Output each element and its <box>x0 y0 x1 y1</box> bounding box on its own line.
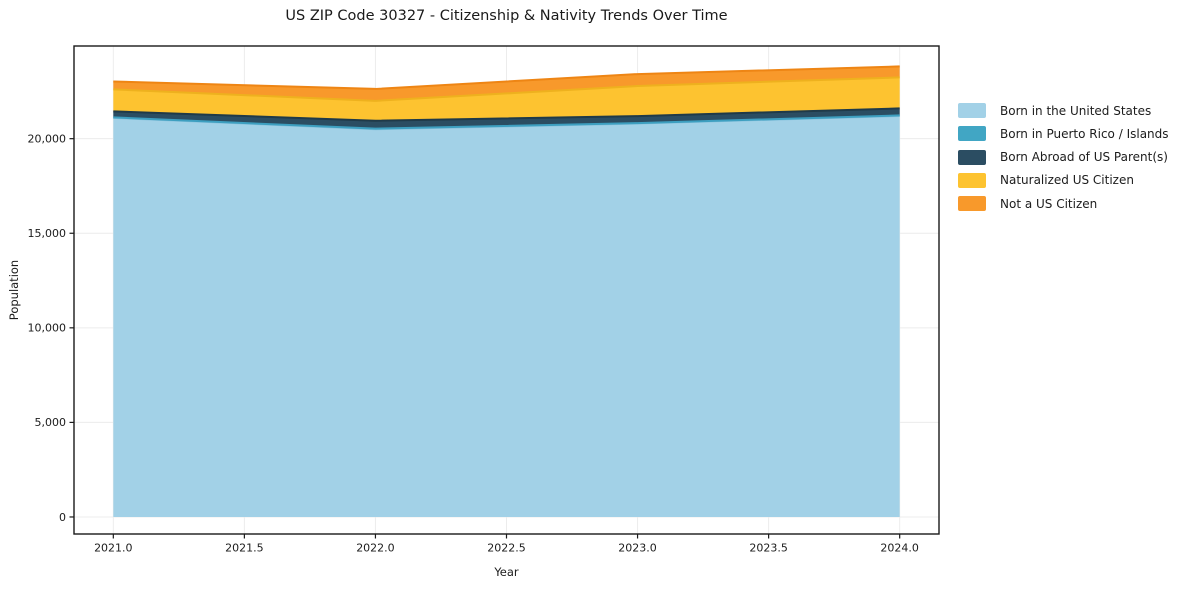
legend: Born in the United States Born in Puerto… <box>958 103 1169 219</box>
area-naturalized <box>113 77 900 121</box>
area-born-us <box>113 115 900 517</box>
legend-label-born-pr-islands: Born in Puerto Rico / Islands <box>1000 126 1169 141</box>
legend-label-naturalized: Naturalized US Citizen <box>1000 173 1134 188</box>
legend-label-born-us: Born in the United States <box>1000 103 1152 118</box>
legend-swatch-naturalized <box>958 172 986 188</box>
x-tick-label: 2022.5 <box>487 542 526 555</box>
x-tick-label: 2021.0 <box>94 542 133 555</box>
legend-swatch-born-abroad <box>958 149 986 165</box>
x-tick-label: 2023.0 <box>618 542 657 555</box>
x-tick-label: 2022.0 <box>356 542 395 555</box>
x-tick-label: 2021.5 <box>225 542 264 555</box>
legend-item-born-abroad: Born Abroad of US Parent(s) <box>958 149 1169 165</box>
legend-swatch-born-pr-islands <box>958 126 986 142</box>
legend-swatch-born-us <box>958 103 986 118</box>
x-axis-label: Year <box>494 565 519 579</box>
y-axis-label: Population <box>7 259 21 321</box>
edge-born-pr-islands <box>113 114 900 130</box>
y-tick-label: 10,000 <box>28 322 67 335</box>
y-tick-label: 5,000 <box>35 416 67 429</box>
chart-title: US ZIP Code 30327 - Citizenship & Nativi… <box>285 8 728 24</box>
y-tick-label: 15,000 <box>28 227 67 240</box>
x-tick-label: 2023.5 <box>749 542 788 555</box>
legend-item-not-citizen: Not a US Citizen <box>958 196 1169 212</box>
edge-naturalized <box>113 76 900 102</box>
legend-item-born-us: Born in the United States <box>958 103 1169 118</box>
edge-born-abroad <box>113 107 900 122</box>
y-tick-label: 0 <box>59 511 66 524</box>
legend-item-born-pr-islands: Born in Puerto Rico / Islands <box>958 126 1169 142</box>
legend-swatch-not-citizen <box>958 196 986 212</box>
x-tick-label: 2024.0 <box>880 542 919 555</box>
edge-not-citizen <box>113 65 900 90</box>
legend-label-born-abroad: Born Abroad of US Parent(s) <box>1000 150 1168 165</box>
legend-label-not-citizen: Not a US Citizen <box>1000 196 1098 211</box>
y-tick-label: 20,000 <box>28 132 67 145</box>
area-not-citizen <box>113 66 900 101</box>
legend-item-naturalized: Naturalized US Citizen <box>958 172 1169 188</box>
